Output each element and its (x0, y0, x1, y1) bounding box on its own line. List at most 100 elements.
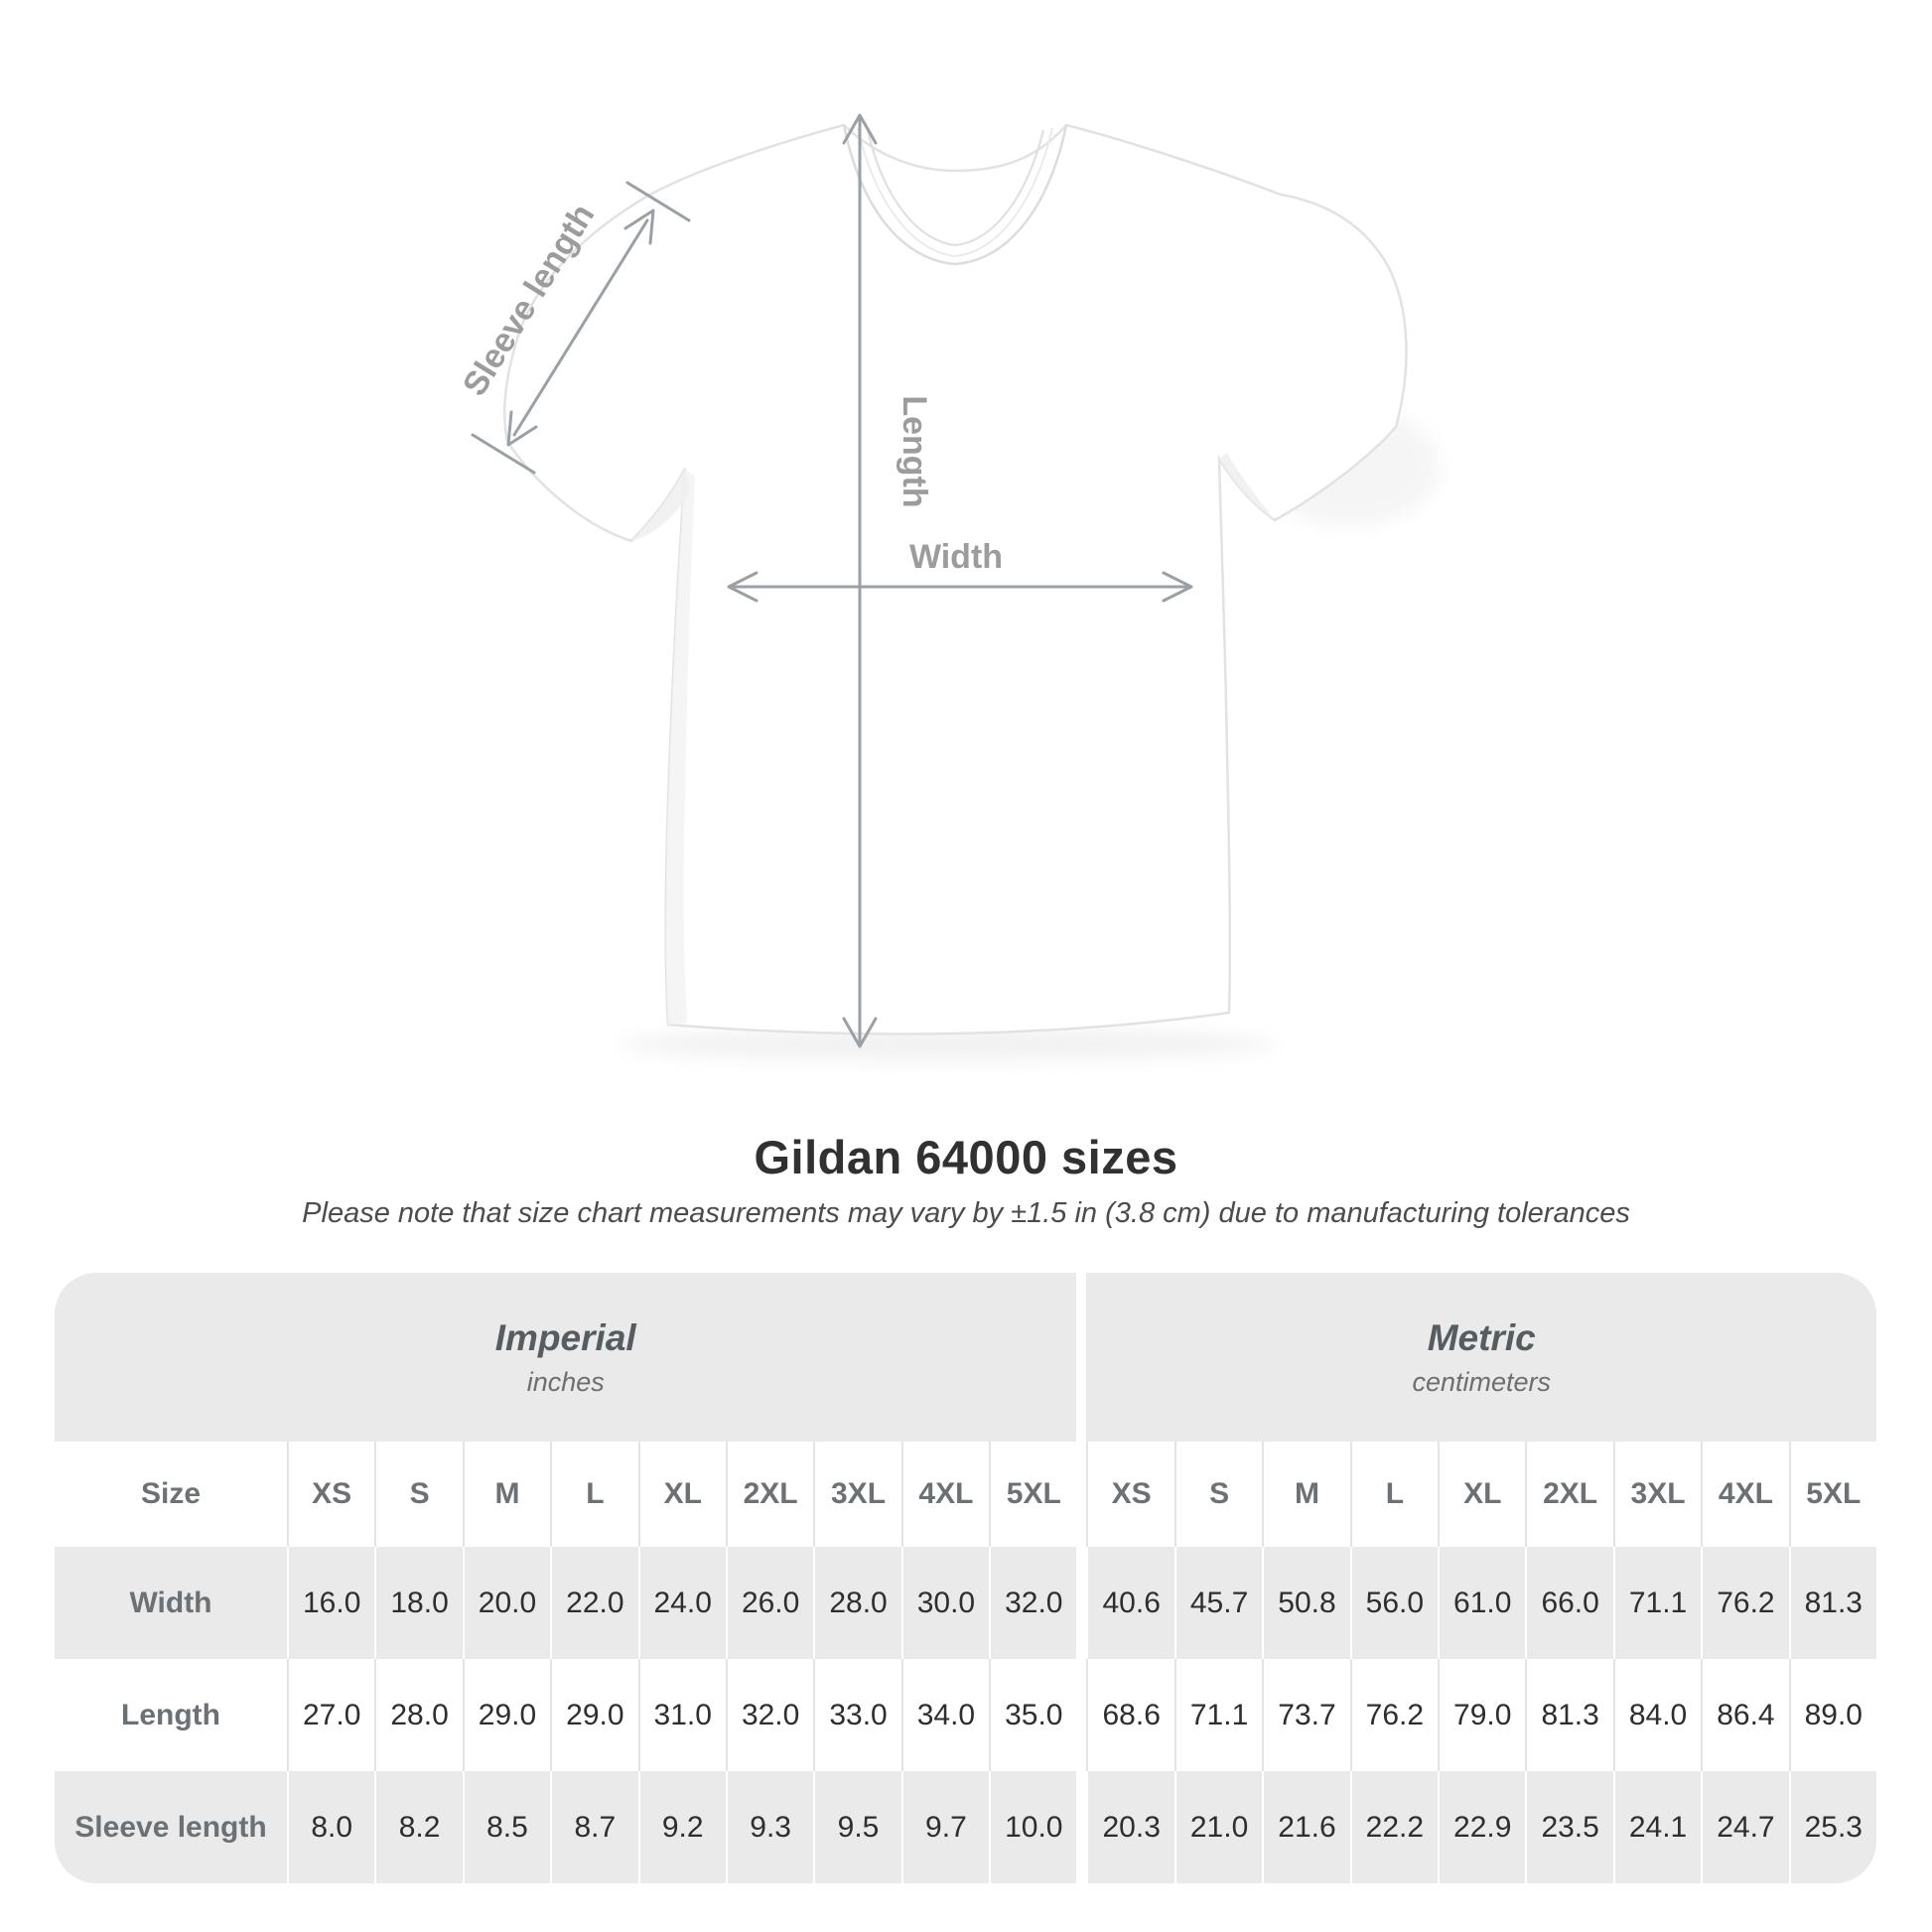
value-cell: 9.5 (813, 1771, 901, 1883)
value-cell: 21.0 (1173, 1771, 1263, 1883)
shirt-measurement-diagram: Sleeve length Length Width (456, 113, 1440, 1060)
value-cell: 34.0 (900, 1659, 990, 1771)
value-cell: 28.0 (813, 1547, 901, 1659)
value-cell: 32.0 (989, 1547, 1077, 1659)
value-cell: 22.9 (1438, 1771, 1526, 1883)
value-cell: 32.0 (725, 1659, 814, 1771)
value-cell: 76.2 (1349, 1659, 1439, 1771)
value-cell: 89.0 (1788, 1659, 1876, 1771)
value-cell: 28.0 (374, 1659, 463, 1771)
value-cell: 29.0 (462, 1659, 551, 1771)
length-label: Length (896, 395, 933, 507)
value-cell: 71.1 (1173, 1659, 1263, 1771)
value-cell: 23.5 (1525, 1771, 1613, 1883)
size-column-header: Size (55, 1442, 287, 1547)
value-cell: 8.7 (550, 1771, 638, 1883)
collar-inner-rim (866, 129, 1045, 247)
value-cell: 21.6 (1262, 1771, 1350, 1883)
row-label-length: Length (55, 1659, 287, 1771)
shading-underarm-right (1219, 453, 1275, 520)
shirt-shadow (621, 1029, 1276, 1060)
collar-outer-rim (842, 124, 1068, 266)
size-header-metric: 4XL (1701, 1442, 1789, 1547)
value-cell: 22.2 (1349, 1771, 1439, 1883)
unit-band-metric: Metric centimeters (1086, 1273, 1876, 1442)
column-spacer (1076, 1547, 1086, 1659)
value-cell: 45.7 (1173, 1547, 1263, 1659)
value-cell: 71.1 (1612, 1547, 1702, 1659)
size-table: Imperial inches Metric centimeters Size … (55, 1273, 1876, 1883)
value-cell: 22.0 (550, 1547, 638, 1659)
tshirt-body (503, 123, 1408, 1035)
size-header-metric: M (1262, 1442, 1350, 1547)
size-header-imperial: 5XL (989, 1442, 1077, 1547)
size-header-metric: XL (1438, 1442, 1526, 1547)
size-header-metric: XS (1086, 1442, 1174, 1547)
value-cell: 24.0 (637, 1547, 726, 1659)
value-cell: 9.3 (725, 1771, 814, 1883)
value-cell: 27.0 (287, 1659, 375, 1771)
value-cell: 35.0 (989, 1659, 1077, 1771)
size-header-imperial: L (550, 1442, 638, 1547)
value-cell: 18.0 (374, 1547, 463, 1659)
value-cell: 33.0 (813, 1659, 901, 1771)
size-header-imperial: XS (287, 1442, 375, 1547)
value-cell: 9.7 (900, 1771, 990, 1883)
value-cell: 10.0 (989, 1771, 1077, 1883)
value-cell: 20.3 (1086, 1771, 1174, 1883)
value-cell: 16.0 (287, 1547, 375, 1659)
size-header-imperial: 4XL (900, 1442, 990, 1547)
imperial-subtitle: inches (526, 1366, 605, 1397)
value-cell: 84.0 (1612, 1659, 1702, 1771)
column-spacer (1076, 1442, 1086, 1547)
value-cell: 25.3 (1788, 1771, 1876, 1883)
value-cell: 56.0 (1349, 1547, 1439, 1659)
size-header-metric: 2XL (1525, 1442, 1613, 1547)
size-header-imperial: 2XL (725, 1442, 814, 1547)
column-spacer (1076, 1659, 1086, 1771)
metric-title: Metric (1427, 1316, 1536, 1358)
value-cell: 79.0 (1438, 1659, 1526, 1771)
value-cell: 81.3 (1525, 1659, 1613, 1771)
column-spacer (1076, 1771, 1086, 1883)
value-cell: 40.6 (1086, 1547, 1174, 1659)
width-label: Width (909, 538, 1003, 576)
row-label-width: Width (55, 1547, 287, 1659)
tshirt-illustration: Sleeve length Length Width (456, 113, 1440, 1060)
size-header-metric: L (1349, 1442, 1439, 1547)
value-cell: 24.1 (1612, 1771, 1702, 1883)
value-cell: 9.2 (637, 1771, 726, 1883)
value-cell: 8.2 (374, 1771, 463, 1883)
length-arrow (842, 113, 878, 1048)
value-cell: 86.4 (1701, 1659, 1789, 1771)
width-arrow (727, 571, 1193, 603)
value-cell: 61.0 (1438, 1547, 1526, 1659)
tolerance-note: Please note that size chart measurements… (302, 1197, 1630, 1229)
size-header-metric: S (1173, 1442, 1263, 1547)
band-spacer (1076, 1273, 1086, 1442)
value-cell: 30.0 (900, 1547, 990, 1659)
size-header-imperial: 3XL (813, 1442, 901, 1547)
size-header-metric: 5XL (1788, 1442, 1876, 1547)
row-label-sleeve-length: Sleeve length (55, 1771, 287, 1883)
value-cell: 8.5 (462, 1771, 551, 1883)
value-cell: 8.0 (287, 1771, 375, 1883)
value-cell: 66.0 (1525, 1547, 1613, 1659)
unit-band-imperial: Imperial inches (55, 1273, 1077, 1442)
value-cell: 20.0 (462, 1547, 551, 1659)
value-cell: 50.8 (1262, 1547, 1350, 1659)
value-cell: 31.0 (637, 1659, 726, 1771)
value-cell: 29.0 (550, 1659, 638, 1771)
value-cell: 76.2 (1701, 1547, 1789, 1659)
shading-left-side (665, 469, 695, 1025)
shading-underarm-left (631, 469, 690, 541)
value-cell: 24.7 (1701, 1771, 1789, 1883)
sleeve-length-arrow (471, 181, 691, 475)
imperial-title: Imperial (494, 1316, 636, 1358)
value-cell: 81.3 (1788, 1547, 1876, 1659)
value-cell: 73.7 (1262, 1659, 1350, 1771)
size-header-imperial: XL (637, 1442, 726, 1547)
page-title: Gildan 64000 sizes (754, 1131, 1178, 1183)
collar-stitch-line (857, 127, 1053, 257)
size-header-imperial: M (462, 1442, 551, 1547)
